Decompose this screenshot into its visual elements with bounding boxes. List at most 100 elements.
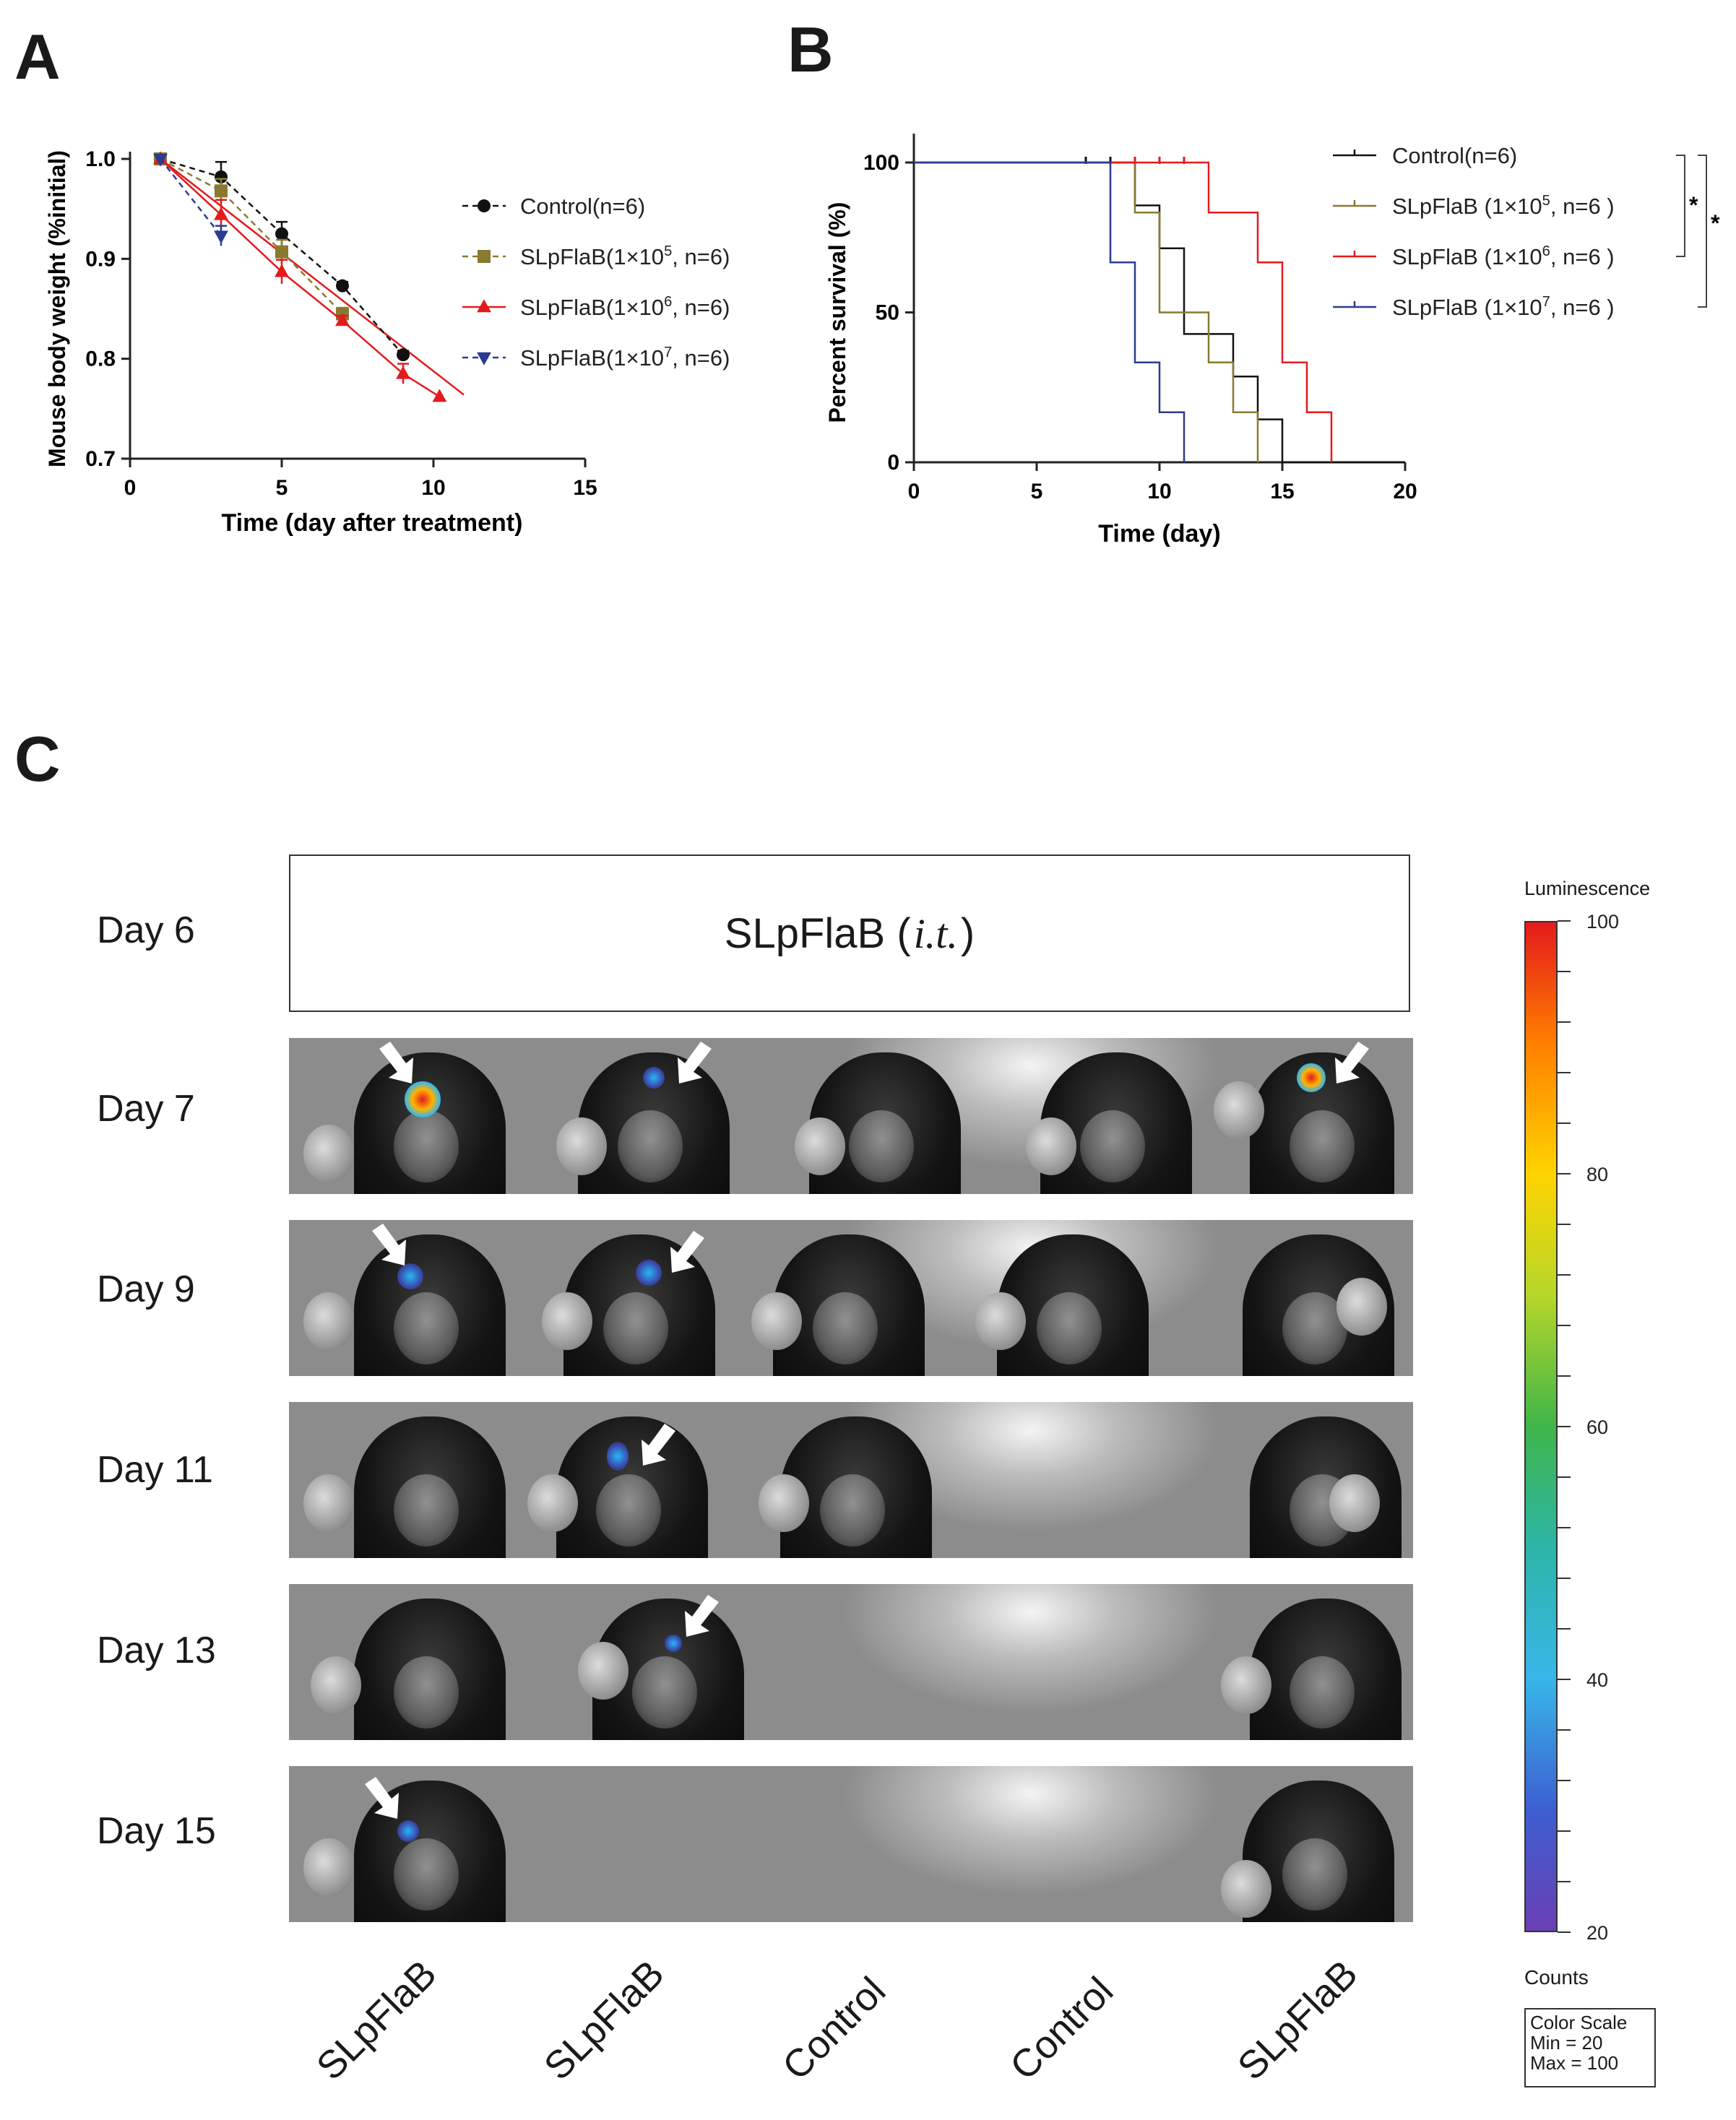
data-point <box>432 389 447 402</box>
colorbar-tick-label: 100 <box>1586 911 1619 933</box>
legend-marker <box>477 299 491 313</box>
luminescence-signal <box>636 1260 662 1286</box>
x-tick-label: 5 <box>276 476 288 500</box>
imaging-strip-day-15 <box>289 1766 1413 1922</box>
legend-label: Control(n=6) <box>1392 143 1517 168</box>
group-label-2: SLpFlaB <box>535 1952 673 2089</box>
color-scale-max: Max = 100 <box>1530 2052 1619 2074</box>
luminescence-signal <box>665 1635 682 1652</box>
survival-curve <box>914 161 1186 462</box>
x-tick-label: 15 <box>1270 480 1294 503</box>
panel-letter-a: A <box>14 21 61 92</box>
scale-title: Luminescence <box>1524 878 1651 899</box>
panel-c-header-italic: i.t. <box>913 909 958 957</box>
day-label-15: Day 15 <box>97 1810 216 1852</box>
colorbar-ticks: 100 80 60 40 20 <box>1558 911 1619 1943</box>
y-tick-label: 0 <box>887 451 899 475</box>
x-tick-label: 5 <box>1031 480 1043 503</box>
legend-label: SLpFlaB(1×106, n=6) <box>520 294 730 320</box>
day-label-9: Day 9 <box>97 1268 195 1310</box>
luminescence-signal <box>643 1067 665 1089</box>
color-scale-min: Min = 20 <box>1530 2032 1603 2054</box>
data-point <box>275 227 288 241</box>
arrow-icon <box>1335 1042 1369 1083</box>
imaging-strip-day-9 <box>289 1220 1413 1376</box>
luminescence-signal <box>397 1820 419 1842</box>
series-line <box>160 158 441 398</box>
legend-label: SLpFlaB(1×105, n=6) <box>520 243 730 269</box>
colorbar-tick-label: 40 <box>1586 1669 1608 1691</box>
y-tick-label: 50 <box>876 301 899 325</box>
color-scale-box-title: Color Scale <box>1530 2012 1628 2033</box>
data-point <box>336 279 349 293</box>
day-label-6: Day 6 <box>97 909 195 951</box>
luminescence-signal <box>607 1442 629 1471</box>
legend-label: SLpFlaB (1×106, n=6 ) <box>1392 243 1615 269</box>
imaging-strip-day-11 <box>289 1402 1413 1558</box>
x-tick-label: 20 <box>1393 480 1417 503</box>
chart-b-survival: 0 5 10 15 20 0 50 100 Time (day) Percent survival… <box>824 134 1720 548</box>
series-line <box>160 158 222 237</box>
x-tick-label: 10 <box>421 476 445 500</box>
x-tick-label: 10 <box>1147 480 1171 503</box>
y-tick-label: 100 <box>863 151 899 175</box>
arrow-icon <box>685 1595 719 1637</box>
day-label-13: Day 13 <box>97 1630 216 1671</box>
chart-a-body-weight: 0 5 10 15 0.7 0.8 0.9 1.0 Time (day after treatm… <box>44 147 730 537</box>
arrow-icon <box>670 1231 704 1273</box>
significance-bracket <box>1698 155 1707 308</box>
legend-label: SLpFlaB (1×105, n=6 ) <box>1392 193 1615 219</box>
group-label-5: SLpFlaB <box>1229 1952 1366 2089</box>
data-point <box>397 348 410 362</box>
y-tick-label: 0.7 <box>85 447 116 471</box>
group-label-1: SLpFlaB <box>308 1952 445 2089</box>
luminescence-signal <box>397 1263 423 1289</box>
data-point <box>153 153 168 167</box>
data-point <box>214 207 228 220</box>
y-tick-label: 0.8 <box>85 347 116 371</box>
legend-marker <box>478 199 491 212</box>
legend-marker <box>478 250 491 263</box>
data-point <box>214 230 228 244</box>
y-tick-label: 1.0 <box>85 147 116 171</box>
arrow-icon <box>678 1042 712 1083</box>
imaging-strip-day-7 <box>289 1038 1413 1194</box>
panel-letter-c: C <box>14 723 61 795</box>
panel-letter-b: B <box>787 14 834 85</box>
luminescence-signal <box>405 1081 441 1117</box>
trend-line <box>160 158 465 396</box>
y-axis-label: Percent survival (%) <box>824 202 850 423</box>
survival-curve <box>914 161 1259 462</box>
panel-c-header-end: ) <box>960 909 975 957</box>
significance-star: * <box>1711 210 1720 236</box>
colorbar-tick-label: 60 <box>1586 1416 1608 1438</box>
legend-label: SLpFlaB (1×107, n=6 ) <box>1392 294 1615 320</box>
scale-counts-label: Counts <box>1524 1966 1589 1989</box>
data-point <box>275 264 289 277</box>
x-tick-label: 15 <box>573 476 597 500</box>
arrow-icon <box>365 1777 399 1819</box>
x-tick-label: 0 <box>908 480 920 503</box>
day-label-7: Day 7 <box>97 1088 195 1130</box>
arrow-icon <box>642 1424 675 1466</box>
y-axis-label: Mouse body weight (%initial) <box>44 150 70 467</box>
survival-curve <box>914 161 1333 462</box>
imaging-strip-day-13 <box>289 1584 1413 1740</box>
data-point <box>275 245 288 259</box>
data-point <box>335 313 350 326</box>
data-point <box>396 365 410 379</box>
legend-label: Control(n=6) <box>520 194 645 219</box>
panel-c-header-box: SLpFlaB ( i.t. ) <box>289 855 1410 1012</box>
x-axis-label: Time (day) <box>1098 520 1220 548</box>
group-label-3: Control <box>774 1968 894 2089</box>
color-scale-box: Color Scale Min = 20 Max = 100 <box>1524 2008 1656 2087</box>
x-tick-label: 0 <box>124 476 137 500</box>
legend-label: SLpFlaB(1×107, n=6) <box>520 345 730 371</box>
x-axis-label: Time (day after treatment) <box>222 509 523 537</box>
arrow-icon <box>379 1042 413 1083</box>
legend-marker <box>477 352 491 365</box>
significance-star: * <box>1689 192 1698 218</box>
luminescence-signal <box>1297 1063 1326 1092</box>
panel-c-header-text: SLpFlaB ( <box>724 909 911 957</box>
y-tick-label: 0.9 <box>85 247 116 271</box>
